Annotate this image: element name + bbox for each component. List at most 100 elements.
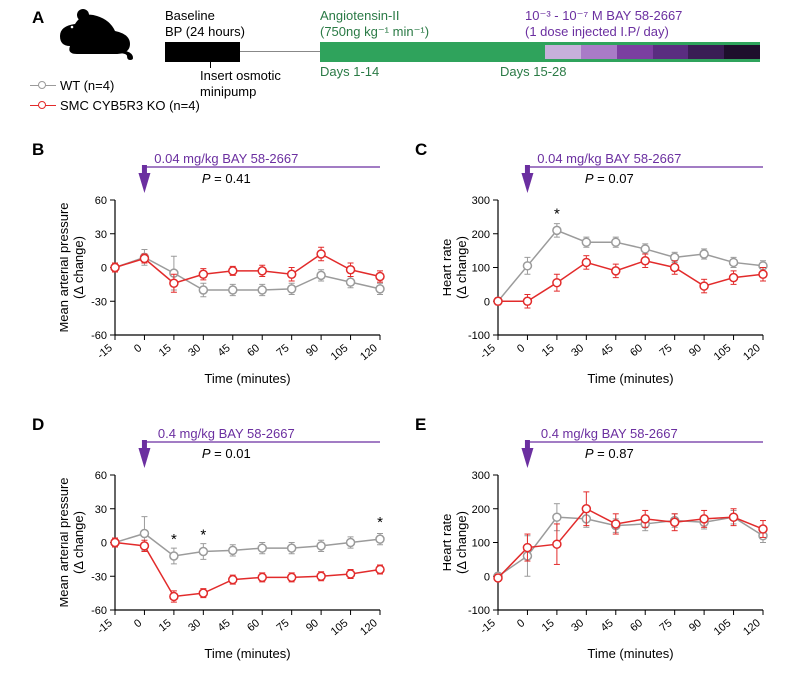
ko-marker: [170, 593, 178, 601]
wt-marker: [376, 535, 384, 543]
p-value: P = 0.41: [202, 171, 251, 186]
bay-sub: (1 dose injected I.P/ day): [525, 24, 669, 39]
ko-marker: [111, 264, 119, 272]
y-tick-label: 0: [484, 571, 490, 583]
wt-marker: [376, 285, 384, 293]
x-tick-label: 90: [304, 617, 321, 634]
x-axis-label: Time (minutes): [587, 371, 673, 386]
y-tick-label: -60: [91, 330, 107, 342]
y-tick-label: 300: [472, 470, 490, 482]
ko-marker: [553, 540, 561, 548]
y-tick-label: 0: [484, 296, 490, 308]
wt-marker: [553, 226, 561, 234]
y-tick-label: -60: [91, 605, 107, 617]
angio-text: Angiotensin-II: [320, 8, 400, 23]
wt-marker: [347, 278, 355, 286]
ko-marker: [258, 267, 266, 275]
x-tick-label: 120: [741, 617, 763, 638]
wt-line: [115, 257, 380, 290]
panel-label-B: B: [32, 140, 44, 160]
wt-marker: [730, 258, 738, 266]
wt-marker: [140, 530, 148, 538]
tl-purple-seg: [581, 45, 617, 59]
y-tick-label: 200: [472, 504, 490, 516]
y-tick-label: 0: [101, 538, 107, 550]
days2: Days 15-28: [500, 64, 566, 79]
x-tick-label: 90: [687, 617, 704, 634]
wt-marker: [671, 253, 679, 261]
ko-marker: [582, 505, 590, 513]
chart-E: 0.4 mg/kg BAY 58-2667P = 0.87-1000100200…: [443, 420, 783, 680]
wt-marker: [258, 286, 266, 294]
ko-marker: [170, 279, 178, 287]
y-tick-label: -100: [468, 330, 490, 342]
x-tick-label: 105: [329, 342, 351, 363]
ko-marker: [288, 270, 296, 278]
ko-marker: [671, 264, 679, 272]
y-tick-label: 200: [472, 229, 490, 241]
y-tick-label: 60: [95, 195, 107, 207]
tl-purple-seg: [653, 45, 689, 59]
x-tick-label: 45: [599, 342, 616, 359]
ko-marker: [199, 589, 207, 597]
x-tick-label: 90: [304, 342, 321, 359]
sig-star: *: [200, 527, 206, 544]
ko-marker: [641, 257, 649, 265]
legend-wt-label: WT (n=4): [60, 78, 114, 93]
x-tick-label: 0: [132, 617, 144, 630]
ko-marker: [612, 267, 620, 275]
bay-text: 10⁻³ - 10⁻⁷ M BAY 58-2667: [525, 8, 682, 24]
tl-purple-seg: [688, 45, 724, 59]
legend-ko-label: SMC CYB5R3 KO (n=4): [60, 98, 200, 113]
ko-marker: [347, 570, 355, 578]
ko-marker: [553, 279, 561, 287]
x-tick-label: 105: [329, 617, 351, 638]
tl-purple-seg: [617, 45, 653, 59]
y-tick-label: 30: [95, 229, 107, 241]
x-tick-label: 90: [687, 342, 704, 359]
ko-line: [115, 543, 380, 597]
baseline-sub: BP (24 hours): [165, 24, 245, 39]
p-value: P = 0.07: [585, 171, 634, 186]
x-tick-label: 60: [245, 342, 262, 359]
wt-marker: [641, 245, 649, 253]
ko-marker: [111, 539, 119, 547]
dose-label: 0.04 mg/kg BAY 58-2667: [537, 151, 681, 166]
ko-marker: [523, 297, 531, 305]
x-tick-label: 15: [157, 342, 174, 359]
x-tick-label: 75: [274, 342, 291, 359]
x-tick-label: 75: [657, 342, 674, 359]
days1: Days 1-14: [320, 64, 379, 79]
x-tick-label: 105: [712, 617, 734, 638]
x-tick-label: 75: [657, 617, 674, 634]
wt-marker: [229, 546, 237, 554]
sig-star: *: [171, 531, 177, 548]
x-tick-label: 60: [628, 342, 645, 359]
wt-marker: [199, 548, 207, 556]
arrow-stem: [142, 165, 147, 177]
x-tick-label: 30: [569, 342, 586, 359]
x-axis-label: Time (minutes): [204, 646, 290, 661]
insert-sub: minipump: [200, 84, 256, 99]
dose-label: 0.4 mg/kg BAY 58-2667: [541, 426, 678, 441]
x-tick-label: 45: [599, 617, 616, 634]
x-tick-label: -15: [478, 617, 498, 636]
ko-marker: [140, 542, 148, 550]
wt-marker: [317, 542, 325, 550]
ko-marker: [229, 576, 237, 584]
dose-label: 0.04 mg/kg BAY 58-2667: [154, 151, 298, 166]
ko-marker: [140, 255, 148, 263]
y-tick-label: 100: [472, 538, 490, 550]
chart-C: 0.04 mg/kg BAY 58-2667P = 0.07-100010020…: [443, 145, 783, 405]
wt-marker: [288, 285, 296, 293]
panel-label-D: D: [32, 415, 44, 435]
x-tick-label: 45: [216, 342, 233, 359]
y-axis-label: Mean arterial pressure(Δ change): [60, 477, 86, 607]
ko-marker: [671, 518, 679, 526]
ko-marker: [582, 258, 590, 266]
arrow-stem: [525, 440, 530, 452]
x-tick-label: -15: [95, 617, 115, 636]
x-tick-label: 60: [628, 617, 645, 634]
x-axis-label: Time (minutes): [204, 371, 290, 386]
ko-marker: [494, 297, 502, 305]
